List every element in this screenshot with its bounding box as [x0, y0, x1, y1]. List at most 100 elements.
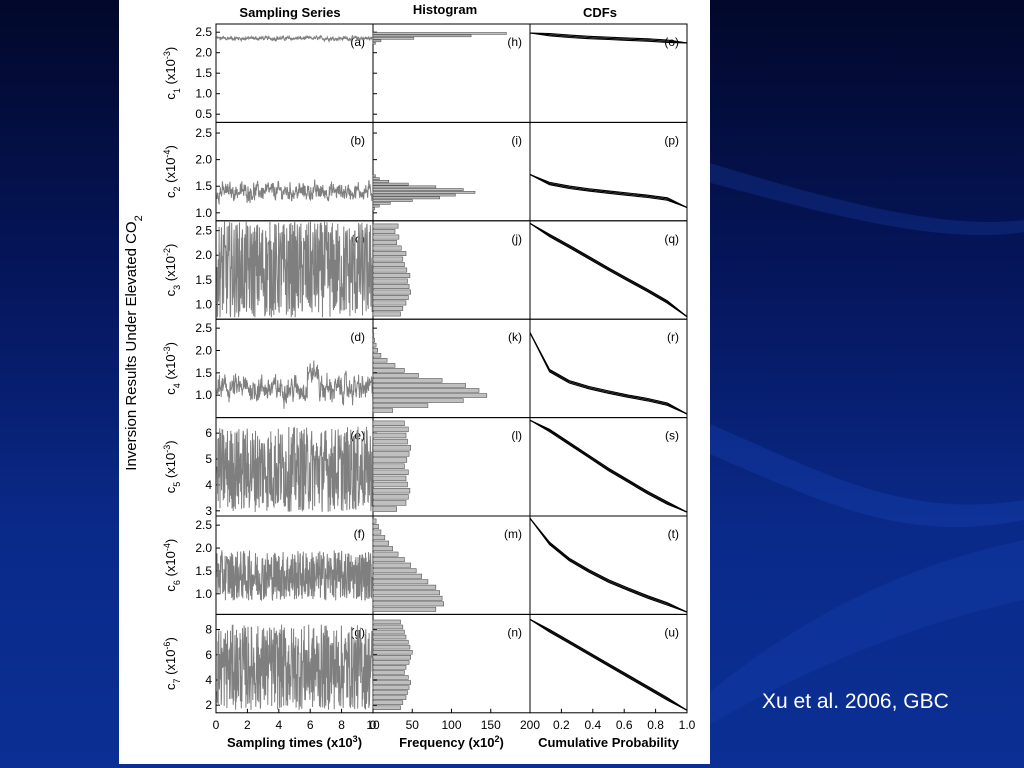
cdf-curve [529, 32, 688, 44]
histogram-bar [372, 426, 409, 433]
column-title-sampling: Sampling Series [239, 5, 340, 20]
histogram-bar [372, 670, 405, 675]
histogram-bar [372, 494, 409, 500]
histogram-bar [372, 469, 409, 475]
y-tick-label: 2.5 [195, 518, 212, 532]
histogram-bar [372, 629, 405, 635]
histogram-bar [372, 579, 429, 585]
x-tick-label: 0.2 [553, 718, 570, 732]
y-label-close: ) [163, 342, 178, 346]
histogram-bar [372, 675, 409, 680]
x-label-close: ) [500, 735, 504, 750]
citation-caption: Xu et al. 2006, GBC [762, 690, 949, 713]
panel-letter: (t) [668, 527, 679, 541]
x-tick-label: 8 [338, 718, 345, 732]
histogram-bar [372, 229, 396, 234]
histogram-bar [372, 649, 413, 655]
panel-row-c1: 0.51.01.52.02.5c1 (x10-3) (a) (h) (o) [162, 23, 688, 123]
sampling-series-trace [216, 624, 374, 711]
y-tick-label: 3 [205, 504, 212, 518]
histogram-bar [372, 408, 393, 413]
histogram-bar [372, 378, 443, 383]
x-tick-label: 0 [213, 718, 220, 732]
x-axis-label: Sampling times (x103) [227, 734, 362, 750]
y-tick-label: 6 [205, 648, 212, 662]
cdf-curve [529, 32, 688, 44]
y-label-scale: (x10 [163, 551, 178, 580]
x-label-close: ) [358, 735, 362, 750]
cdf-curve [529, 174, 688, 209]
histogram-bar [372, 445, 412, 451]
histogram-bar [372, 524, 379, 530]
histogram-bar [372, 540, 389, 546]
y-tick-label: 1.0 [195, 587, 212, 601]
histogram-bar [372, 251, 407, 256]
histogram-bar [372, 690, 408, 695]
cdf-curve [529, 517, 688, 613]
column-title-histogram: Histogram [413, 2, 477, 17]
histogram-bar [372, 619, 401, 625]
histogram-bar [372, 174, 376, 178]
y-label-var: c [163, 93, 178, 100]
y-label-var: c [163, 191, 178, 198]
histogram-bar [372, 383, 466, 388]
y-label-subscript: 1 [172, 88, 182, 93]
histogram-bar [372, 182, 409, 186]
histogram-bar [372, 506, 397, 512]
panel-letter: (u) [664, 625, 679, 639]
y-label-var: c [163, 289, 178, 296]
y-tick-label: 1.5 [195, 564, 212, 578]
histogram-bar [372, 639, 409, 645]
y-axis-label-c1: c1 (x10-3) [162, 47, 182, 100]
y-tick-label: 2.5 [195, 25, 212, 39]
y-label-scale: (x10 [163, 453, 178, 482]
histogram-bar [372, 207, 375, 211]
histogram-bar [372, 234, 400, 240]
y-label-var: c [163, 683, 178, 690]
x-tick-label: 0.8 [647, 718, 664, 732]
y-tick-label: 8 [205, 623, 212, 637]
histogram-bar [372, 568, 417, 574]
histogram-bar [372, 305, 404, 311]
histogram-bar [372, 624, 404, 630]
y-label-var: c [163, 388, 178, 395]
y-tick-label: 2.0 [195, 541, 212, 555]
histogram-bar [372, 654, 412, 660]
y-tick-label: 1.5 [195, 66, 212, 80]
y-label-exponent: -3 [162, 51, 172, 59]
histogram-bar [372, 267, 408, 273]
cdf-curve [529, 517, 688, 613]
y-tick-label: 1.5 [195, 179, 212, 193]
histogram-bar [372, 685, 410, 690]
y-label-scale: (x10 [163, 158, 178, 187]
y-label-var: c [163, 486, 178, 493]
x-tick-label: 50 [406, 718, 420, 732]
panel-letter: (i) [511, 133, 522, 147]
y-label-subscript: 2 [172, 186, 182, 191]
histogram-bar [372, 438, 408, 445]
histogram-bar [372, 262, 405, 267]
x-tick-label: 10 [366, 718, 380, 732]
histogram-bar [372, 590, 440, 596]
histogram-bar [372, 695, 407, 700]
histogram-bar [372, 245, 402, 251]
sampling-series-trace [216, 34, 374, 44]
y-axis-label-c5: c5 (x10-3) [162, 440, 182, 493]
histogram-bar [372, 393, 488, 398]
y-tick-label: 2.5 [195, 224, 212, 238]
histogram-bar [372, 337, 375, 343]
histogram-bar [372, 347, 378, 353]
y-tick-label: 1.0 [195, 206, 212, 220]
y-label-close: ) [163, 244, 178, 248]
y-label-subscript: 4 [172, 383, 182, 388]
cdf-curve [529, 332, 688, 415]
cdf-curve [529, 174, 688, 209]
sampling-series-trace [216, 360, 374, 409]
histogram-bar [372, 373, 419, 378]
histogram-bar [372, 300, 407, 306]
x-tick-label: 150 [481, 718, 501, 732]
histogram-bar [372, 487, 411, 494]
histogram-bar [372, 573, 423, 579]
y-label-close: ) [163, 47, 178, 51]
cdf-curve [529, 222, 688, 318]
